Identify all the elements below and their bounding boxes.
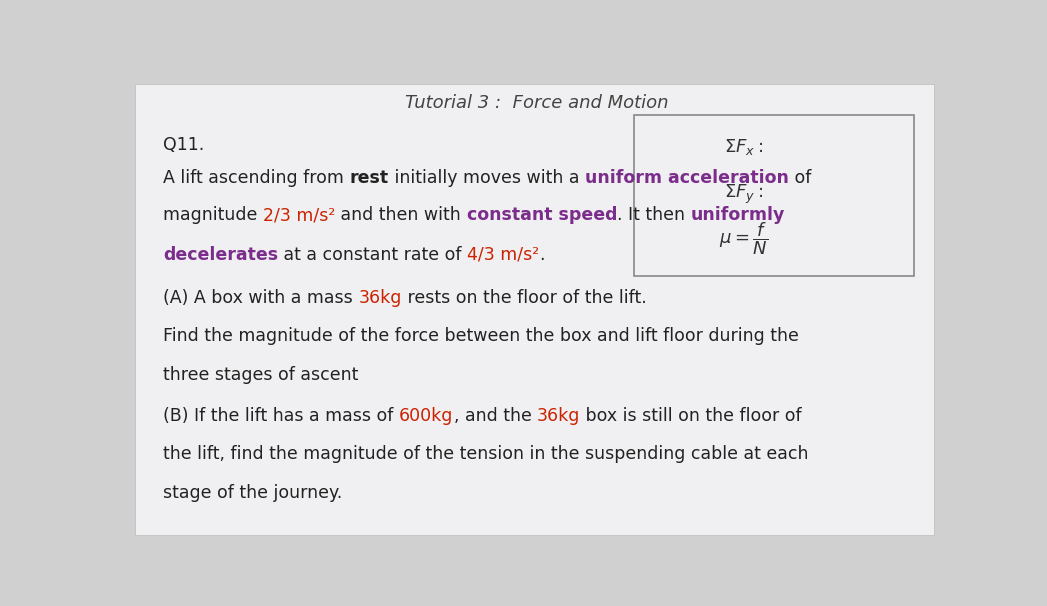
Text: Tutorial 3 :  Force and Motion: Tutorial 3 : Force and Motion <box>405 94 668 112</box>
Text: $\mu = \dfrac{f}{N}$: $\mu = \dfrac{f}{N}$ <box>719 220 768 257</box>
Text: uniform acceleration: uniform acceleration <box>585 168 788 187</box>
Text: initially moves with a: initially moves with a <box>388 168 585 187</box>
Text: uniformly: uniformly <box>691 206 785 224</box>
Text: , and the: , and the <box>453 407 537 425</box>
Text: 4/3 m/s²: 4/3 m/s² <box>467 245 539 264</box>
Text: (A) A box with a mass: (A) A box with a mass <box>163 288 358 307</box>
Text: A lift ascending from: A lift ascending from <box>163 168 350 187</box>
Text: .: . <box>539 245 545 264</box>
Text: decelerates: decelerates <box>163 245 279 264</box>
Text: and then with: and then with <box>335 206 467 224</box>
Text: at a constant rate of: at a constant rate of <box>279 245 467 264</box>
Bar <box>633 115 914 276</box>
Text: the lift, find the magnitude of the tension in the suspending cable at each: the lift, find the magnitude of the tens… <box>163 445 809 463</box>
Text: 600kg: 600kg <box>399 407 453 425</box>
Text: . It then: . It then <box>618 206 691 224</box>
Text: $\Sigma F_y{:}$: $\Sigma F_y{:}$ <box>723 182 763 205</box>
Text: Find the magnitude of the force between the box and lift floor during the: Find the magnitude of the force between … <box>163 327 799 345</box>
Text: constant speed: constant speed <box>467 206 618 224</box>
Text: Q11.: Q11. <box>163 136 204 154</box>
Text: rests on the floor of the lift.: rests on the floor of the lift. <box>402 288 647 307</box>
Text: magnitude: magnitude <box>163 206 263 224</box>
Text: three stages of ascent: three stages of ascent <box>163 366 359 384</box>
Text: 36kg: 36kg <box>537 407 580 425</box>
Text: stage of the journey.: stage of the journey. <box>163 484 342 502</box>
Text: box is still on the floor of: box is still on the floor of <box>580 407 802 425</box>
Text: of: of <box>788 168 811 187</box>
Text: rest: rest <box>350 168 388 187</box>
Text: 36kg: 36kg <box>358 288 402 307</box>
FancyBboxPatch shape <box>135 84 934 534</box>
Text: (B) If the lift has a mass of: (B) If the lift has a mass of <box>163 407 399 425</box>
Text: 2/3 m/s²: 2/3 m/s² <box>263 206 335 224</box>
Text: $\Sigma F_x{:}$: $\Sigma F_x{:}$ <box>723 138 763 158</box>
